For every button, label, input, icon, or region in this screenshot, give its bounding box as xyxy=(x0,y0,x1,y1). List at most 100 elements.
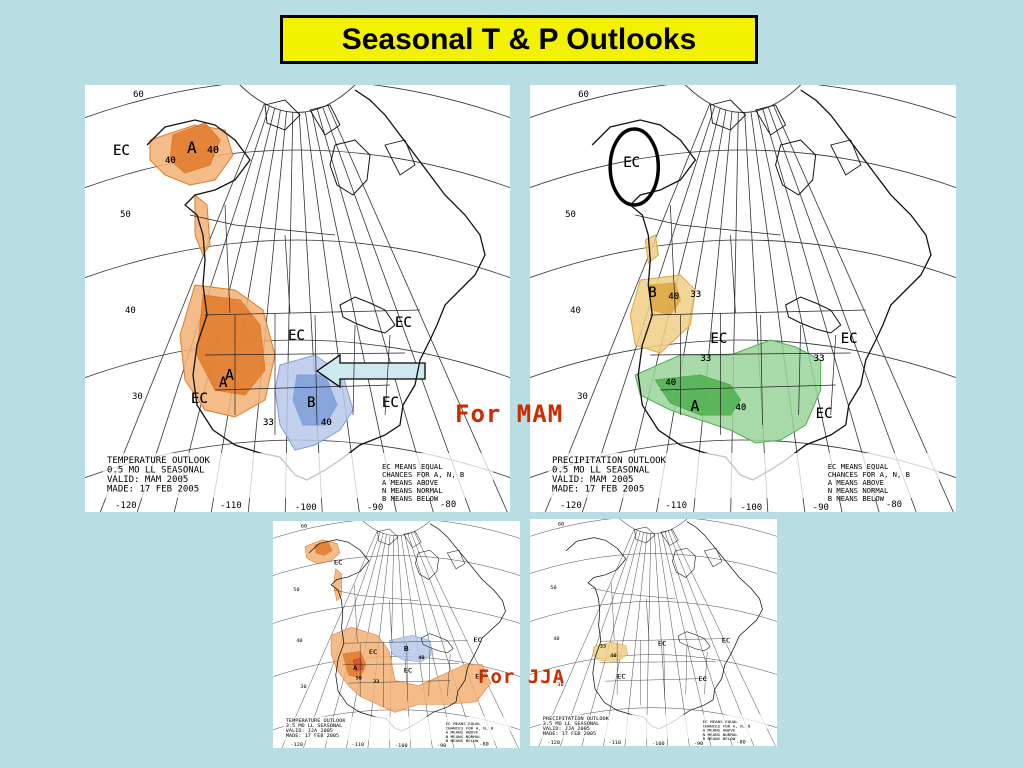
slide-title: Seasonal T & P Outlooks xyxy=(280,15,758,64)
key-line: N MEANS NORMAL xyxy=(446,734,482,739)
longitude-label: -110 xyxy=(351,742,364,748)
region-label: 40 xyxy=(418,655,424,661)
region-label: EC xyxy=(288,328,305,344)
region-label: EC xyxy=(699,675,707,683)
region-label: 40 xyxy=(668,292,679,302)
longitude-label: -100 xyxy=(652,741,665,746)
caption-mam: For MAM xyxy=(455,400,564,428)
region-label: 40 xyxy=(735,403,746,413)
latitude-label: 50 xyxy=(293,587,299,593)
region-label: 50 xyxy=(356,676,362,682)
key-line: N MEANS NORMAL xyxy=(703,732,739,737)
below-region-plains xyxy=(388,635,434,663)
graticule xyxy=(273,521,520,748)
region-label: EC xyxy=(113,143,130,159)
key-line: N MEANS NORMAL xyxy=(828,486,889,495)
region-label: 40 xyxy=(165,156,176,166)
key-line: A MEANS ABOVE xyxy=(382,478,438,487)
legend-line: TEMPERATURE OUTLOOK xyxy=(286,718,346,724)
region-label: 40 xyxy=(207,145,219,156)
region-label: EC xyxy=(658,640,666,648)
region-label: EC xyxy=(699,675,707,683)
region-label: 33 xyxy=(700,354,711,364)
region-label: 33 xyxy=(814,354,825,364)
region-label: A xyxy=(187,138,197,157)
region-label: A xyxy=(353,664,357,672)
longitude-label: -100 xyxy=(395,743,408,748)
key-line: B MEANS BELOW xyxy=(382,494,439,503)
legend-line: VALID: JJA 2005 xyxy=(543,726,590,732)
region-label: 40 xyxy=(665,378,676,388)
region-label: EC xyxy=(395,315,412,331)
legend-line: 0.5 MO LL SEASONAL xyxy=(552,466,650,476)
region-label: 33 xyxy=(814,354,825,364)
above-region-west-south xyxy=(330,627,492,713)
region-label: 33 xyxy=(263,418,274,428)
region-label: EC xyxy=(474,636,482,644)
key-line: EC MEANS EQUAL xyxy=(703,719,739,724)
region-label: EC xyxy=(816,406,833,422)
latitude-label: 60 xyxy=(133,90,144,100)
region-label: EC xyxy=(623,155,640,171)
region-label: 40 xyxy=(207,145,219,156)
region-label: EC xyxy=(474,636,482,644)
latitude-label: 30 xyxy=(577,392,588,402)
graticule xyxy=(530,519,777,746)
region-label: EC xyxy=(617,673,625,681)
legend-line: 3.5 MO LL SEASONAL xyxy=(286,723,343,729)
legend-line: MADE: 17 FEB 2005 xyxy=(552,485,644,495)
key-line: CHANCES FOR A, N, B xyxy=(703,724,751,729)
legend-line: 0.5 MO LL SEASONAL xyxy=(107,466,205,476)
region-label: A xyxy=(690,397,699,415)
longitude-label: -90 xyxy=(813,503,829,512)
longitude-label: -90 xyxy=(694,741,703,746)
region-label: B xyxy=(648,285,656,301)
region-label: EC xyxy=(841,331,858,347)
region-label: B xyxy=(404,645,409,654)
longitude-label: -80 xyxy=(440,500,456,510)
region-label: A xyxy=(219,375,228,391)
latitude-label: 50 xyxy=(120,210,131,220)
legend-line: VALID: MAM 2005 xyxy=(107,475,188,485)
highlight-arrow xyxy=(315,353,426,389)
region-label: EC xyxy=(816,406,833,422)
region-label: EC xyxy=(334,559,342,567)
longitude-label: -120 xyxy=(560,501,582,511)
region-label: B xyxy=(307,395,315,411)
region-label: EC xyxy=(113,143,130,159)
region-label: EC xyxy=(617,673,625,681)
legend-line: VALID: MAM 2005 xyxy=(552,475,633,485)
latitude-label: 40 xyxy=(570,306,581,316)
region-label: 40 xyxy=(418,655,424,661)
region-label: EC xyxy=(710,331,727,347)
region-label: 40 xyxy=(610,653,616,659)
region-label: 33 xyxy=(690,290,701,300)
longitude-label: -110 xyxy=(608,740,621,746)
latitude-label: 60 xyxy=(301,524,307,530)
coastlines xyxy=(591,89,932,481)
coastlines xyxy=(565,521,763,730)
above-region-coast xyxy=(194,193,211,257)
longitude-label: -90 xyxy=(437,743,446,748)
key-line: B MEANS BELOW xyxy=(703,736,736,741)
region-label: A xyxy=(353,664,357,672)
latitude-label: 30 xyxy=(300,684,306,690)
latitude-label: 40 xyxy=(296,638,302,644)
key-line: B MEANS BELOW xyxy=(828,494,885,503)
region-label: 40 xyxy=(321,418,332,428)
dry-region-coast xyxy=(644,234,659,264)
region-label: 33 xyxy=(373,679,379,685)
precipitation-outlook-jja-map: 33 40 EC EC EC EC PRECIPITATION OUTLOOK 3.5 MO … xyxy=(530,519,777,746)
legend-line: MADE: 17 FEB 2005 xyxy=(286,733,339,739)
key-line: CHANCES FOR A, N, B xyxy=(446,726,494,731)
region-label: 40 xyxy=(668,292,679,302)
key-line: EC MEANS EQUAL xyxy=(828,462,889,471)
legend-line: PRECIPITATION OUTLOOK xyxy=(543,716,609,722)
longitude-label: -80 xyxy=(736,740,745,746)
region-label: B xyxy=(307,395,315,411)
